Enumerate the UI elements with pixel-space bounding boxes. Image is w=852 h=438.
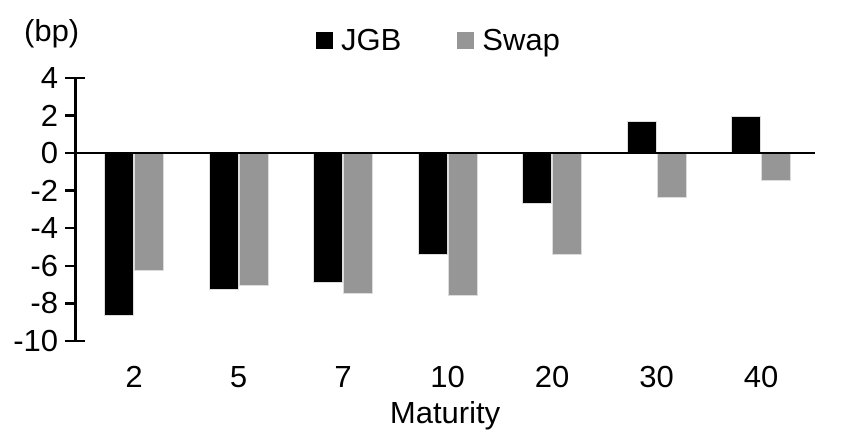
y-axis-tick-label: 2 [40, 97, 58, 133]
legend-swatch-jgb-icon [316, 31, 333, 49]
y-axis-end-cap [76, 76, 85, 80]
legend-label: Swap [482, 22, 560, 57]
y-axis-tick [65, 226, 74, 230]
y-axis-tick [65, 76, 74, 80]
x-axis-zero-line [74, 151, 815, 155]
x-axis-tick-label: 30 [639, 359, 674, 394]
x-axis-tick-label: 40 [743, 359, 779, 394]
legend-item-jgb: JGB [316, 23, 401, 57]
x-axis-title: Maturity [389, 395, 501, 430]
x-axis-tick-label: 10 [430, 359, 465, 394]
y-axis-tick [65, 264, 74, 268]
y-axis-tick [65, 151, 74, 155]
y-axis-tick [65, 339, 74, 343]
bar-swap-30 [656, 153, 687, 199]
y-axis-tick-label: 4 [40, 60, 58, 95]
bar-swap-40 [761, 153, 791, 182]
legend-swatch-swap-icon [457, 31, 475, 49]
bar-swap-10 [447, 153, 478, 296]
bar-jgb-10 [417, 153, 448, 255]
y-axis-tick-label: -8 [30, 285, 58, 321]
x-axis-tick-label: 20 [534, 359, 570, 394]
y-axis-tick-label: 0 [40, 135, 58, 171]
x-axis-tick-label: 2 [125, 359, 143, 394]
y-axis-tick-label: -2 [30, 172, 58, 208]
y-axis-unit-label: (bp) [24, 13, 80, 48]
bar-jgb-20 [522, 153, 552, 204]
legend: JGB Swap [316, 22, 560, 58]
x-axis-tick-label: 7 [334, 359, 352, 394]
bar-swap-2 [134, 153, 164, 272]
bar-jgb-5 [208, 153, 239, 291]
legend-label: JGB [341, 22, 402, 57]
y-axis-tick [65, 302, 74, 305]
bar-swap-7 [343, 153, 373, 294]
bar-jgb-2 [104, 153, 134, 317]
y-axis-tick-label: -6 [30, 247, 58, 283]
x-axis-tick-label: 5 [229, 359, 248, 394]
y-axis-tick [65, 114, 74, 117]
y-axis-line [74, 76, 77, 343]
y-axis-end-cap [76, 339, 85, 343]
legend-item-swap: Swap [457, 23, 560, 57]
bar-swap-5 [238, 153, 269, 287]
y-axis-tick-label: -4 [30, 210, 58, 246]
bar-swap-20 [552, 153, 582, 255]
bar-jgb-30 [626, 121, 657, 154]
bar-jgb-40 [731, 115, 761, 154]
bar-jgb-7 [313, 153, 343, 283]
y-axis-tick-label: -10 [13, 322, 58, 358]
y-axis-tick [65, 189, 74, 192]
